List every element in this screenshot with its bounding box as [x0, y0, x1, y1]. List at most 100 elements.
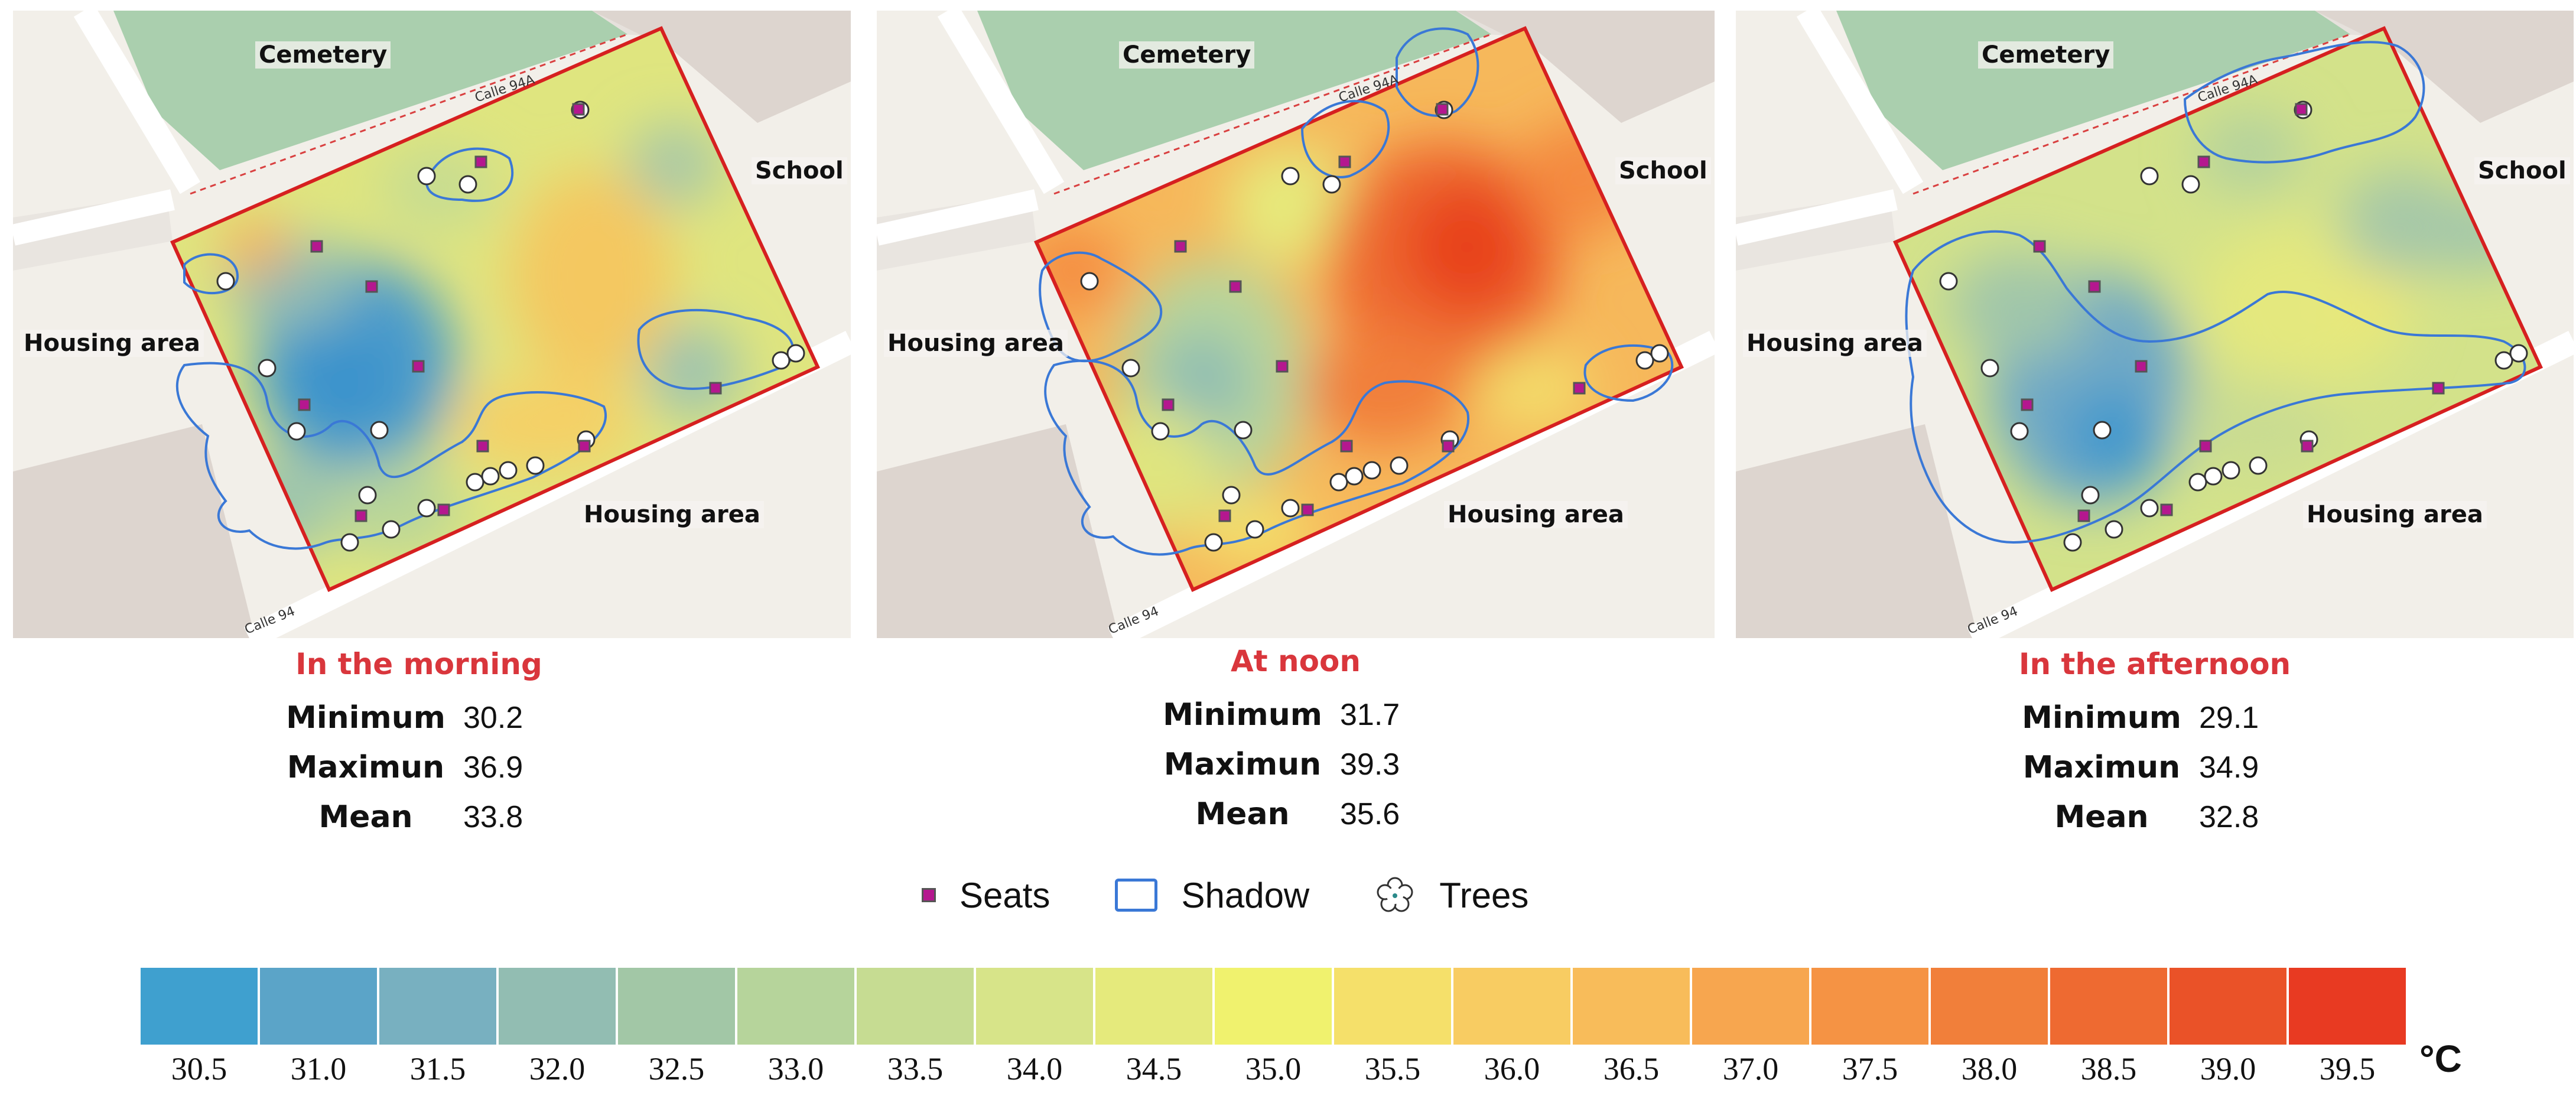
legend-trees: Trees: [1374, 874, 1528, 916]
colorbar-tick-label: 38.5: [2080, 1051, 2137, 1087]
stats-noon: At noon Minimum 31.7 Maximun 39.3 Mean 3…: [877, 644, 1715, 839]
stat-row-mean: Mean 35.6: [877, 789, 1715, 839]
colorbar-bin: 39.0: [2170, 968, 2286, 1087]
stat-row-minimum: Minimum 30.2: [0, 693, 838, 743]
stat-label: Maximun: [1163, 747, 1322, 782]
housing-area-left-label: Housing area: [1743, 330, 1927, 357]
colorbar-swatch: [499, 968, 616, 1045]
colorbar-bin: 34.5: [1095, 968, 1212, 1087]
legend-trees-label: Trees: [1439, 875, 1529, 915]
colorbar-swatch: [1453, 968, 1570, 1045]
stat-value: 30.2: [463, 701, 523, 735]
legend-seats: Seats: [922, 875, 1050, 916]
housing-area-left-label: Housing area: [20, 330, 204, 357]
colorbar-bin: 35.5: [1334, 968, 1451, 1087]
colorbar-swatch: [1573, 968, 1690, 1045]
stat-row-minimum: Minimum 29.1: [1736, 693, 2574, 743]
colorbar-bin: 34.0: [976, 968, 1093, 1087]
colorbar-bin: 31.0: [260, 968, 377, 1087]
stat-label: Minimum: [1163, 697, 1322, 733]
stat-label: Minimum: [2022, 700, 2181, 736]
colorbar-bin: 37.0: [1692, 968, 1809, 1087]
colorbar-swatch: [2289, 968, 2406, 1045]
school-label: School: [1615, 157, 1711, 184]
legend-shadow-label: Shadow: [1181, 875, 1310, 915]
colorbar-tick-label: 34.5: [1126, 1051, 1182, 1087]
colorbar-swatch: [1215, 968, 1332, 1045]
cemetery-label: Cemetery: [1119, 41, 1255, 69]
colorbar-tick-label: 37.0: [1722, 1051, 1779, 1087]
school-label: School: [2474, 157, 2570, 184]
stats-title: In the morning: [295, 647, 542, 681]
colorbar-bin: 36.5: [1573, 968, 1690, 1087]
colorbar-tick-label: 31.5: [409, 1051, 466, 1087]
map-panel-noon: Cemetery School Housing area Housing are…: [877, 11, 1715, 638]
colorbar-tick-label: 31.0: [290, 1051, 347, 1087]
colorbar-swatch: [976, 968, 1093, 1045]
colorbar-tick-label: 32.0: [529, 1051, 586, 1087]
colorbar-tick-label: 30.5: [171, 1051, 227, 1087]
cemetery-label: Cemetery: [255, 41, 391, 69]
map-panel-afternoon: Cemetery School Housing area Housing are…: [1736, 11, 2574, 638]
shadow-icon: [1115, 879, 1158, 912]
colorbar-tick-label: 37.5: [1842, 1051, 1898, 1087]
tree-markers: [216, 100, 805, 552]
colorbar-swatch: [2170, 968, 2286, 1045]
map-legend: Seats Shadow Trees: [922, 874, 1593, 916]
colorbar-swatch: [2050, 968, 2167, 1045]
colorbar-swatch: [1931, 968, 2048, 1045]
stats-title: At noon: [1231, 644, 1361, 678]
temperature-map-morning: [13, 11, 851, 638]
colorbar-tick-label: 33.0: [767, 1051, 824, 1087]
colorbar-bin: 39.5: [2289, 968, 2406, 1087]
colorbar-tick-label: 32.5: [648, 1051, 705, 1087]
map-panel-morning: Cemetery School Housing area Housing are…: [13, 11, 851, 638]
stat-row-mean: Mean 33.8: [0, 792, 838, 842]
colorbar-swatch: [1692, 968, 1809, 1045]
stat-value: 32.8: [2199, 800, 2259, 834]
stat-value: 39.3: [1340, 747, 1400, 782]
legend-seats-label: Seats: [960, 875, 1050, 915]
colorbar-tick-label: 39.5: [2319, 1051, 2376, 1087]
tree-icon: [1377, 877, 1413, 912]
colorbar-swatch: [1334, 968, 1451, 1045]
colorbar-bin: 32.5: [618, 968, 735, 1087]
housing-area-bottom-label: Housing area: [1444, 501, 1628, 528]
school-label: School: [752, 157, 847, 184]
colorbar-bin: 31.5: [379, 968, 496, 1087]
housing-area-bottom-label: Housing area: [2303, 501, 2487, 528]
stat-value: 34.9: [2199, 750, 2259, 785]
stat-label: Minimum: [286, 700, 445, 736]
seat-markers: [298, 103, 722, 522]
colorbar-unit: °C: [2419, 1038, 2462, 1080]
colorbar-tick-label: 35.0: [1245, 1051, 1302, 1087]
colorbar-bin: 37.5: [1811, 968, 1928, 1087]
stat-value: 35.6: [1340, 797, 1400, 831]
cemetery-label: Cemetery: [1978, 41, 2114, 69]
stat-row-maximum: Maximun 34.9: [1736, 743, 2574, 792]
stat-row-maximum: Maximun 36.9: [0, 743, 838, 792]
colorbar-tick-label: 36.5: [1603, 1051, 1660, 1087]
stat-label: Mean: [318, 799, 413, 835]
colorbar-swatch: [857, 968, 974, 1045]
seat-icon: [922, 888, 936, 902]
colorbar-bin: 30.5: [141, 968, 258, 1087]
legend-shadow: Shadow: [1115, 875, 1309, 916]
stat-label: Mean: [1195, 796, 1290, 832]
stat-value: 33.8: [463, 800, 523, 834]
stat-value: 31.7: [1340, 698, 1400, 732]
stat-value: 29.1: [2199, 701, 2259, 735]
colorbar-bin: 38.0: [1931, 968, 2048, 1087]
colorbar-tick-label: 38.0: [1961, 1051, 2018, 1087]
colorbar-swatch: [1811, 968, 1928, 1045]
colorbar-bin: 32.0: [499, 968, 616, 1087]
stat-label: Maximun: [287, 750, 445, 785]
colorbar-tick-label: 34.0: [1006, 1051, 1063, 1087]
colorbar-swatch: [379, 968, 496, 1045]
temperature-map-noon: [877, 11, 1715, 638]
stats-afternoon: In the afternoon Minimum 29.1 Maximun 34…: [1736, 647, 2574, 842]
colorbar-swatch: [1095, 968, 1212, 1045]
stat-label: Maximun: [2022, 750, 2181, 785]
colorbar-bin: 33.5: [857, 968, 974, 1087]
stats-title: In the afternoon: [2018, 647, 2291, 681]
